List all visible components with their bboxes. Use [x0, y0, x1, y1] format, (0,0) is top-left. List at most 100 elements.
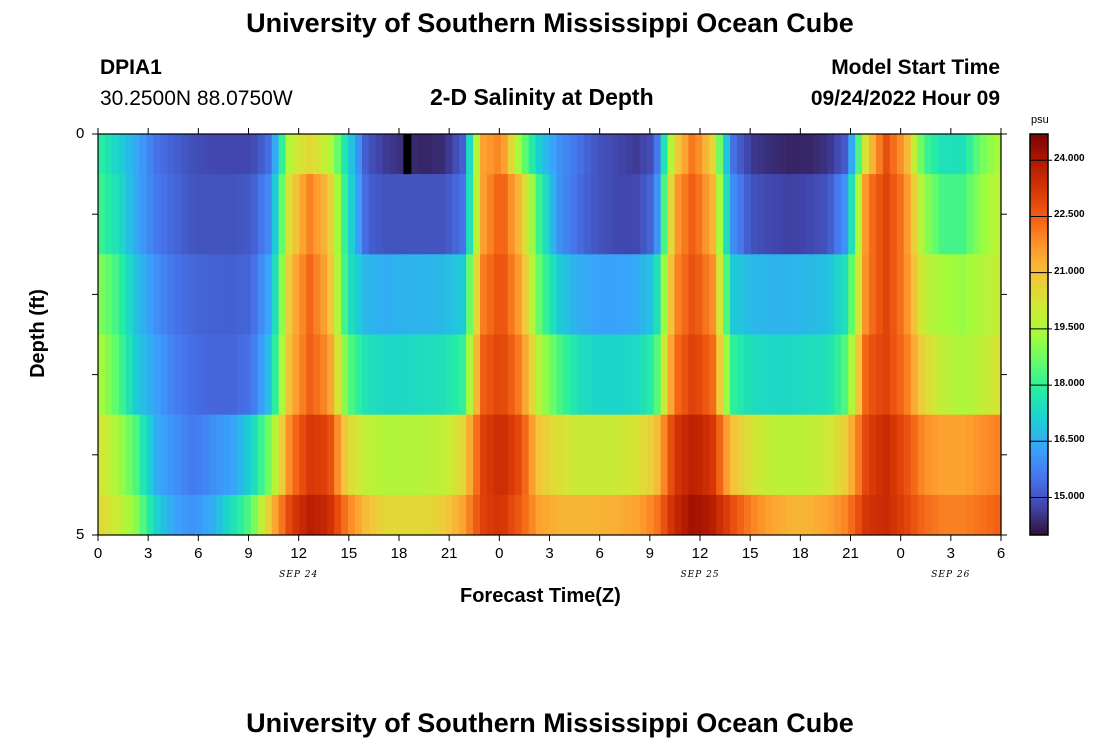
heatmap-cell — [848, 334, 856, 416]
heatmap-cell — [695, 174, 703, 255]
x-tick-label: 3 — [545, 545, 554, 562]
heatmap-cell — [702, 414, 710, 496]
heatmap-cell — [563, 174, 571, 255]
heatmap-cell — [348, 414, 356, 496]
heatmap-cell — [577, 254, 585, 335]
heatmap-cell — [841, 174, 849, 255]
heatmap-cell — [605, 254, 613, 335]
heatmap-cell — [889, 334, 898, 416]
heatmap-cell — [702, 134, 710, 175]
heatmap-cell — [625, 254, 634, 335]
heatmap-cell — [146, 134, 155, 175]
heatmap-cell — [132, 334, 141, 416]
heatmap-cell — [938, 254, 947, 335]
heatmap-cell — [625, 414, 634, 496]
heatmap-cell — [410, 254, 419, 335]
heatmap-cell — [952, 254, 960, 335]
heatmap-cell — [785, 174, 794, 255]
heatmap-cell — [618, 174, 627, 255]
heatmap-cell — [104, 254, 113, 335]
heatmap-cell — [737, 254, 745, 335]
heatmap-cell — [896, 254, 905, 335]
heatmap-cell — [493, 254, 502, 335]
heatmap-cell — [994, 174, 1002, 255]
heatmap-cell — [355, 494, 363, 536]
heatmap-cell — [473, 254, 481, 335]
heatmap-cell — [348, 334, 356, 416]
heatmap-cell — [862, 334, 870, 416]
heatmap-cell — [368, 174, 377, 255]
heatmap-cell — [639, 334, 648, 416]
heatmap-cell — [327, 494, 335, 536]
heatmap-cell — [813, 414, 821, 496]
heatmap-cell — [653, 254, 662, 335]
heatmap-cell — [493, 494, 502, 536]
heatmap-cell — [591, 174, 599, 255]
heatmap-cell — [313, 254, 321, 335]
heatmap-cell — [723, 494, 731, 536]
heatmap-cell — [966, 174, 974, 255]
heatmap-cell — [306, 174, 314, 255]
heatmap-cell — [111, 134, 120, 175]
heatmap-cell — [952, 174, 960, 255]
heatmap-cell — [216, 414, 224, 496]
heatmap-cell — [480, 134, 488, 175]
heatmap-cell — [493, 134, 502, 175]
heatmap-cell — [139, 414, 148, 496]
heatmap-cell — [493, 174, 502, 255]
x-tick-label: 18 — [390, 545, 408, 562]
heatmap-cell — [160, 334, 169, 416]
heatmap-cell — [917, 174, 926, 255]
heatmap-cell — [257, 414, 266, 496]
heatmap-cell — [730, 414, 738, 496]
heatmap-cell — [320, 254, 328, 335]
heatmap-cell — [716, 134, 724, 175]
heatmap-cell — [382, 254, 391, 335]
heatmap-cell — [313, 494, 321, 536]
heatmap-cell — [556, 254, 564, 335]
heatmap-cell — [660, 414, 669, 496]
heatmap-cell — [827, 414, 835, 496]
heatmap-cell — [945, 334, 953, 416]
heatmap-cell — [945, 134, 953, 175]
heatmap-cell — [855, 334, 863, 416]
heatmap-cell — [778, 254, 787, 335]
heatmap-cell — [695, 334, 703, 416]
heatmap-cell — [521, 134, 530, 175]
heatmap-cell — [556, 334, 564, 416]
chart-title: 2-D Salinity at Depth — [430, 84, 654, 110]
heatmap-cell — [945, 174, 953, 255]
heatmap-cell — [917, 494, 926, 536]
heatmap-cell — [681, 134, 690, 175]
heatmap-cell — [160, 134, 169, 175]
heatmap-cell — [368, 254, 377, 335]
heatmap-cell — [174, 414, 182, 496]
heatmap-cell — [931, 254, 940, 335]
heatmap-cell — [264, 494, 273, 536]
heatmap-cell — [743, 254, 752, 335]
heatmap-cell — [167, 494, 176, 536]
heatmap-cell — [966, 414, 974, 496]
heatmap-cell — [528, 414, 537, 496]
heatmap-cell — [500, 254, 509, 335]
heatmap-cell — [556, 134, 564, 175]
heatmap-cell — [278, 334, 287, 416]
heatmap-cell — [785, 254, 794, 335]
heatmap-cell — [563, 414, 571, 496]
heatmap-cell — [445, 254, 453, 335]
heatmap-cell — [862, 494, 870, 536]
heatmap-cell — [424, 254, 433, 335]
heatmap-cell — [431, 134, 439, 175]
heatmap-cell — [243, 134, 252, 175]
heatmap-cell — [361, 254, 370, 335]
heatmap-cell — [500, 414, 509, 496]
heatmap-cell — [806, 134, 815, 175]
heatmap-cell — [938, 134, 947, 175]
heatmap-cell — [591, 414, 599, 496]
heatmap-cell — [243, 254, 252, 335]
heatmap-cell — [841, 494, 849, 536]
heatmap-cell — [125, 174, 134, 255]
heatmap-cell — [750, 254, 759, 335]
heatmap-cell — [334, 254, 342, 335]
heatmap-cell — [862, 414, 870, 496]
